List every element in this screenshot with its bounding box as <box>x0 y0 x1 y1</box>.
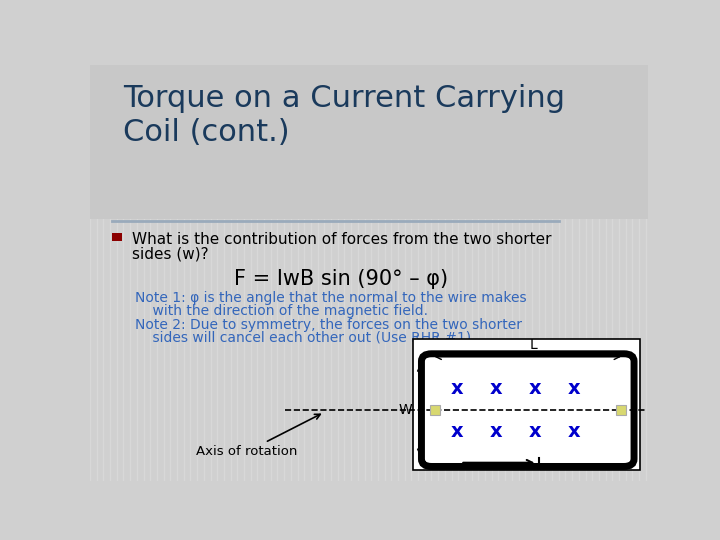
Text: Note 2: Due to symmetry, the forces on the two shorter: Note 2: Due to symmetry, the forces on t… <box>135 318 521 332</box>
Text: x: x <box>567 379 580 398</box>
Text: x: x <box>490 379 502 398</box>
Text: x: x <box>450 379 463 398</box>
Text: x: x <box>528 379 541 398</box>
Text: x: x <box>490 422 502 441</box>
Text: x: x <box>528 422 541 441</box>
Text: Note 1: φ is the angle that the normal to the wire makes: Note 1: φ is the angle that the normal t… <box>135 292 526 306</box>
Text: W: W <box>398 403 412 417</box>
Text: sides (w)?: sides (w)? <box>132 246 209 261</box>
Text: F = IwB sin (90° – φ): F = IwB sin (90° – φ) <box>234 269 448 289</box>
Text: with the direction of the magnetic field.: with the direction of the magnetic field… <box>135 304 428 318</box>
Bar <box>430 405 440 415</box>
Bar <box>90 65 648 219</box>
FancyBboxPatch shape <box>421 354 634 467</box>
Bar <box>112 233 122 241</box>
Text: What is the contribution of forces from the two shorter: What is the contribution of forces from … <box>132 232 552 247</box>
Text: x: x <box>567 422 580 441</box>
Bar <box>616 405 626 415</box>
Text: Torque on a Current Carrying
Coil (cont.): Torque on a Current Carrying Coil (cont.… <box>124 84 565 147</box>
Text: Axis of rotation: Axis of rotation <box>196 414 320 458</box>
Text: L: L <box>529 338 537 352</box>
Bar <box>413 339 640 470</box>
Text: sides will cancel each other out (Use RHR #1).: sides will cancel each other out (Use RH… <box>135 330 475 344</box>
Text: x: x <box>450 422 463 441</box>
